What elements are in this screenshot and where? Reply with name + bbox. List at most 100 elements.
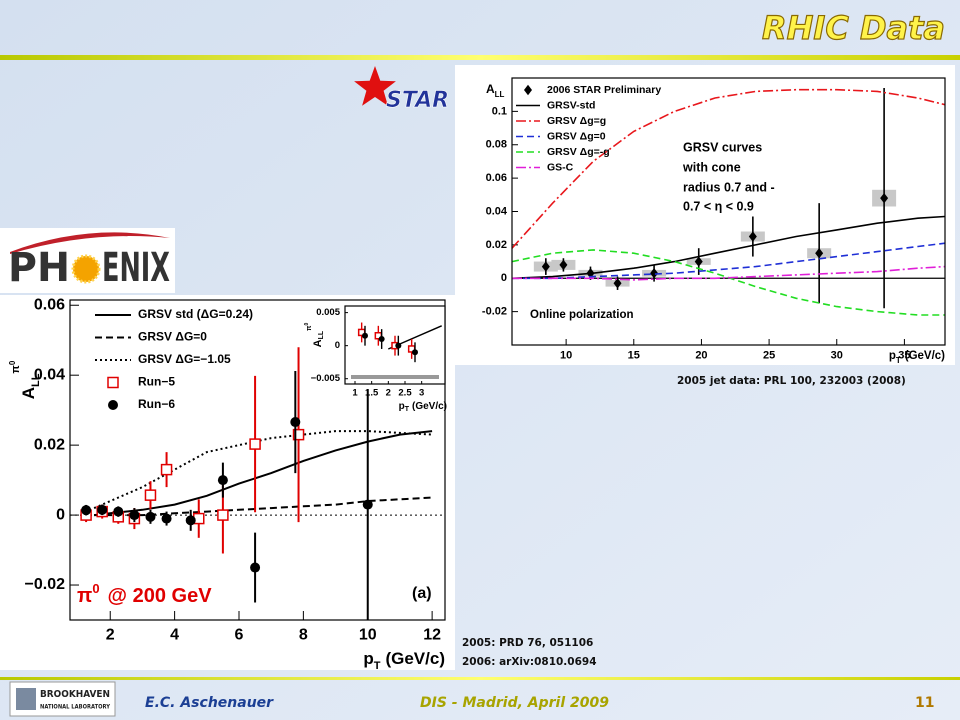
x-tick-label: 3 [419, 388, 424, 399]
x-axis-label-unit: (GeV/c) [385, 649, 445, 668]
curve [511, 88, 946, 249]
y-tick-label: 0.04 [486, 205, 508, 217]
panel-label: (a) [412, 585, 432, 602]
x-tick-label: 4 [170, 626, 179, 643]
y-tick-label: 0.08 [486, 139, 507, 151]
x-axis-label-sub: T [405, 406, 410, 413]
plot-frame [511, 77, 946, 346]
y-axis-label-sup: π [10, 365, 22, 374]
x-axis-label-unit: (GeV/c) [412, 401, 447, 412]
x-tick-label: 15 [628, 349, 640, 361]
x-tick-label: 2 [106, 626, 115, 643]
chart-label-text: @ 200 GeV [108, 585, 213, 607]
legend-label: Run−5 [138, 375, 175, 389]
data-point [362, 332, 368, 339]
phenix-logo-sun [71, 254, 101, 284]
x-tick-label: 25 [763, 349, 775, 361]
y-axis-label: ALL π0 [8, 360, 42, 399]
y-tick-label: -0.02 [482, 306, 507, 318]
data-point [97, 504, 108, 515]
y-axis-label-sub: LL [318, 330, 325, 339]
x-tick-label: 12 [423, 626, 441, 643]
data-point [694, 256, 703, 267]
y-tick-label: 0 [501, 272, 507, 284]
curve [511, 249, 945, 316]
data-point [650, 268, 659, 279]
legend-label: GRSV ΔG=0 [138, 330, 207, 344]
legend-label: GRSV-std [547, 99, 595, 111]
curve [511, 215, 946, 280]
y-tick-label: 0 [56, 506, 65, 523]
data-point [217, 509, 229, 521]
data-point [815, 248, 824, 259]
x-tick-label: 1 [352, 388, 358, 399]
header-rule [0, 55, 960, 60]
legend-label: GRSV Δg=g [547, 115, 606, 127]
x-tick-label: 10 [359, 626, 377, 643]
data-point [290, 417, 301, 428]
legend-swatch [524, 84, 532, 96]
annotation: GRSV curves [683, 140, 762, 154]
legend-label: GS-C [547, 161, 574, 173]
annotation: 0.7 < η < 0.9 [683, 199, 754, 213]
curve [94, 496, 433, 517]
data-point [395, 342, 402, 349]
phenix-logo-swoosh [10, 232, 170, 254]
legend-label: GRSV Δg=0 [547, 130, 606, 142]
y-axis-label-main: A [19, 387, 38, 399]
y-tick-label: 0.06 [486, 172, 507, 184]
star-panel [455, 65, 955, 365]
data-point [160, 463, 173, 476]
data-point [880, 192, 889, 204]
chart-label-symbol: π [77, 585, 92, 607]
x-axis-label-main: p [399, 401, 405, 412]
x-tick-label: 20 [695, 349, 707, 361]
x-axis-label-sub: T [374, 660, 381, 672]
data-point [748, 231, 757, 242]
star-logo-icon [354, 66, 396, 106]
y-axis-label-sup: π [306, 325, 313, 331]
chart-label: π0 @ 200 GeV [77, 581, 212, 607]
plot-frame [69, 299, 446, 621]
x-axis-label: pT (GeV/c) [363, 649, 445, 671]
footer-page: 11 [915, 695, 934, 711]
curve [512, 242, 946, 280]
y-axis-label-main: A [312, 339, 324, 347]
x-tick-label: 2 [386, 388, 391, 399]
x-tick-label: 2.5 [398, 388, 412, 399]
y-axis-label-sub: LL [495, 90, 505, 99]
y-axis-label: ALL [486, 82, 505, 98]
y-tick-label: 0.005 [316, 307, 340, 318]
slide-title: RHIC Data [762, 9, 945, 47]
legend-label: GRSV ΔG=−1.05 [138, 352, 231, 366]
footer-rule [0, 677, 960, 680]
x-tick-label: 10 [560, 349, 572, 361]
x-tick-label: 8 [299, 626, 308, 643]
reference: 2006: arXiv:0810.0694 [462, 656, 597, 668]
x-axis-label-main: p [363, 649, 373, 668]
data-point [559, 259, 568, 271]
y-tick-label: 0.1 [492, 105, 507, 117]
footer-author: E.C. Aschenauer [145, 695, 274, 711]
data-point [217, 475, 228, 486]
data-point [249, 438, 261, 450]
legend-label: Run−6 [138, 397, 175, 411]
x-tick-label: 6 [235, 626, 244, 643]
caption: 2005 jet data: PRL 100, 232003 (2008) [677, 375, 906, 387]
legend-label: GRSV Δg=-g [547, 146, 610, 158]
x-axis-label-main: p [889, 350, 896, 362]
y-tick-label: 0 [335, 340, 340, 351]
chart-label-sup: 0 [92, 581, 99, 596]
x-tick-label: 30 [831, 349, 843, 361]
star-logo-text: STAR [386, 88, 449, 113]
phenix-logo-text: ENIX [102, 245, 170, 291]
curve [512, 265, 946, 281]
data-point [145, 511, 156, 522]
y-tick-label: 0.02 [486, 239, 507, 251]
plot-frame [344, 305, 446, 385]
note: Online polarization [530, 309, 634, 321]
data-point [613, 278, 622, 289]
data-point [161, 513, 172, 524]
